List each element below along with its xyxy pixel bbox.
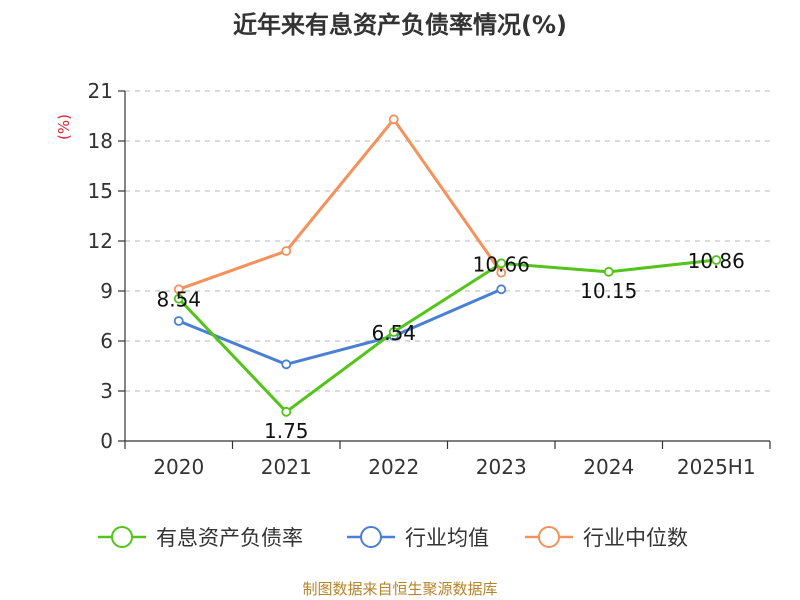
y-tick-label: 15 [88,179,113,203]
data-point[interactable] [281,359,292,370]
legend-label: 有息资产负债率 [156,526,303,550]
x-tick-label: 2020 [153,455,204,479]
data-point[interactable] [281,406,292,417]
data-point[interactable] [388,327,399,337]
data-point[interactable] [711,255,722,265]
legend-marker [538,526,560,548]
x-tick-label: 2022 [368,455,419,479]
data-label: 6.54 [371,321,416,345]
y-tick-label: 3 [100,379,113,403]
legend-item[interactable]: 行业均值 [347,526,489,550]
data-point[interactable] [388,114,399,125]
data-point[interactable] [173,284,184,295]
x-tick-label: 2023 [476,455,527,479]
chart-title: 近年来有息资产负债率情况(%) [233,11,567,39]
legend-marker [111,526,133,548]
data-label: 10.15 [580,279,637,303]
y-tick-label: 6 [100,329,113,353]
data-label: 10.86 [688,249,745,273]
gridlines [125,90,770,392]
legend-item[interactable]: 有息资产负债率 [98,526,303,550]
series-layer [173,114,722,417]
series-line [177,258,717,414]
data-label: 10.66 [473,252,530,276]
y-tick-label: 21 [88,79,113,103]
legend[interactable]: 有息资产负债率 行业均值 行业中位数 [98,526,688,550]
data-point[interactable] [496,284,507,295]
source-note: 制图数据来自恒生聚源数据库 [302,580,497,598]
y-axis-unit: (%) [55,114,73,140]
data-labels: 8.54 1.75 6.54 10.66 10.15 10.86 [156,249,744,443]
x-tick-label: 2024 [583,455,634,479]
legend-label: 行业均值 [405,526,489,550]
legend-marker [360,526,382,548]
data-point[interactable] [173,316,184,326]
y-tick-label: 9 [100,279,113,303]
data-point[interactable] [173,293,184,304]
data-point[interactable] [496,267,507,278]
y-tick-label: 12 [88,229,113,253]
axes: 0 3 6 9 12 15 18 21 2020 2021 2022 2023 2024 2025H1 [88,79,771,479]
series-line [178,287,502,366]
x-tick-label: 2025H1 [677,455,756,479]
y-tick-label: 18 [88,129,113,153]
data-point[interactable] [603,266,614,277]
y-tick-label: 0 [100,429,113,453]
legend-item[interactable]: 行业中位数 [525,526,688,550]
data-point[interactable] [281,246,292,256]
data-label: 8.54 [156,288,201,312]
x-tick-label: 2021 [261,455,312,479]
series-line [178,117,503,291]
data-point[interactable] [496,258,507,269]
legend-label: 行业中位数 [583,526,688,550]
data-label: 1.75 [264,419,309,443]
